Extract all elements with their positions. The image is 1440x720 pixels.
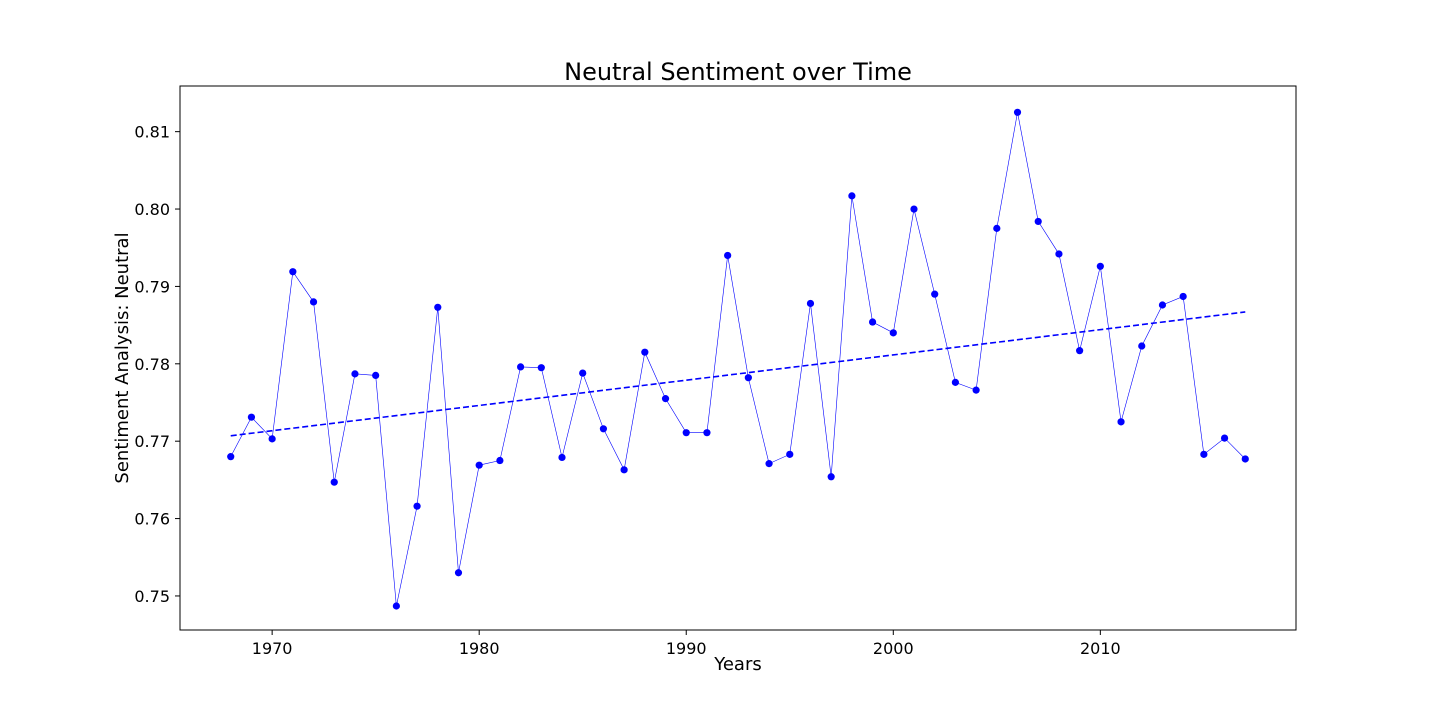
- plot-frame: [179, 85, 1297, 631]
- trend-line: [230, 311, 1246, 437]
- data-point: [268, 435, 276, 443]
- data-point: [682, 429, 690, 437]
- data-point: [558, 453, 566, 462]
- data-point: [703, 429, 711, 437]
- y-axis-label: Sentiment Analysis: Neutral: [112, 232, 133, 483]
- y-axis: 0.75 0.76 0.77 0.78 0.79 0.80 0.81: [134, 123, 180, 606]
- y-tick-label: 0.78: [134, 355, 170, 374]
- data-point: [724, 251, 732, 260]
- x-tick-label: 2010: [1080, 639, 1121, 658]
- data-point: [475, 461, 483, 469]
- data-point: [786, 450, 794, 458]
- data-point: [247, 413, 256, 421]
- data-point: [889, 329, 897, 337]
- data-point: [454, 569, 463, 577]
- data-point: [599, 425, 608, 433]
- y-tick-label: 0.75: [134, 587, 170, 606]
- data-point: [1241, 455, 1249, 463]
- x-tick-label: 1990: [666, 639, 707, 658]
- data-point: [993, 224, 1001, 232]
- data-point: [765, 460, 773, 468]
- data-point: [951, 378, 960, 386]
- data-point: [868, 318, 877, 326]
- chart-title: Neutral Sentiment over Time: [564, 58, 912, 86]
- data-point: [1034, 217, 1042, 226]
- data-point: [806, 299, 815, 308]
- data-point: [579, 369, 587, 377]
- data-point: [372, 371, 380, 380]
- data-point: [413, 502, 421, 510]
- x-tick-label: 1980: [459, 639, 500, 658]
- data-point: [1138, 342, 1146, 350]
- data-point: [744, 374, 752, 382]
- plot-area: [227, 108, 1249, 610]
- x-axis-label: Years: [713, 654, 762, 675]
- x-axis: 1970 1980 1990 2000 2010: [252, 630, 1121, 658]
- data-point: [1055, 250, 1063, 258]
- data-point: [848, 192, 856, 200]
- x-tick-label: 1970: [252, 639, 293, 658]
- data-point: [1220, 434, 1229, 442]
- data-point: [351, 370, 359, 378]
- data-point: [972, 386, 980, 394]
- y-tick-label: 0.80: [134, 200, 170, 219]
- data-point: [496, 456, 504, 465]
- data-point: [517, 363, 525, 371]
- data-point: [309, 298, 318, 306]
- data-point: [1179, 292, 1187, 301]
- y-tick-label: 0.76: [134, 510, 170, 529]
- data-point: [910, 205, 918, 213]
- data-point: [1076, 347, 1084, 355]
- y-tick-label: 0.81: [134, 123, 170, 142]
- y-tick-label: 0.79: [134, 277, 170, 296]
- data-point: [1013, 108, 1022, 116]
- data-point: [1096, 262, 1104, 270]
- data-point: [537, 364, 545, 372]
- data-point: [931, 290, 939, 298]
- data-point: [620, 466, 628, 474]
- y-tick-label: 0.77: [134, 432, 170, 451]
- data-point: [434, 303, 442, 311]
- data-point: [827, 473, 835, 481]
- data-point: [1200, 450, 1208, 458]
- data-point: [661, 395, 670, 403]
- data-point: [330, 478, 338, 486]
- data-point: [289, 268, 297, 276]
- series-line: [230, 112, 1246, 607]
- x-tick-label: 2000: [873, 639, 914, 658]
- data-point: [1117, 418, 1125, 426]
- data-point: [227, 453, 235, 461]
- data-point: [1158, 301, 1167, 309]
- data-point: [641, 348, 649, 356]
- data-point: [392, 602, 400, 610]
